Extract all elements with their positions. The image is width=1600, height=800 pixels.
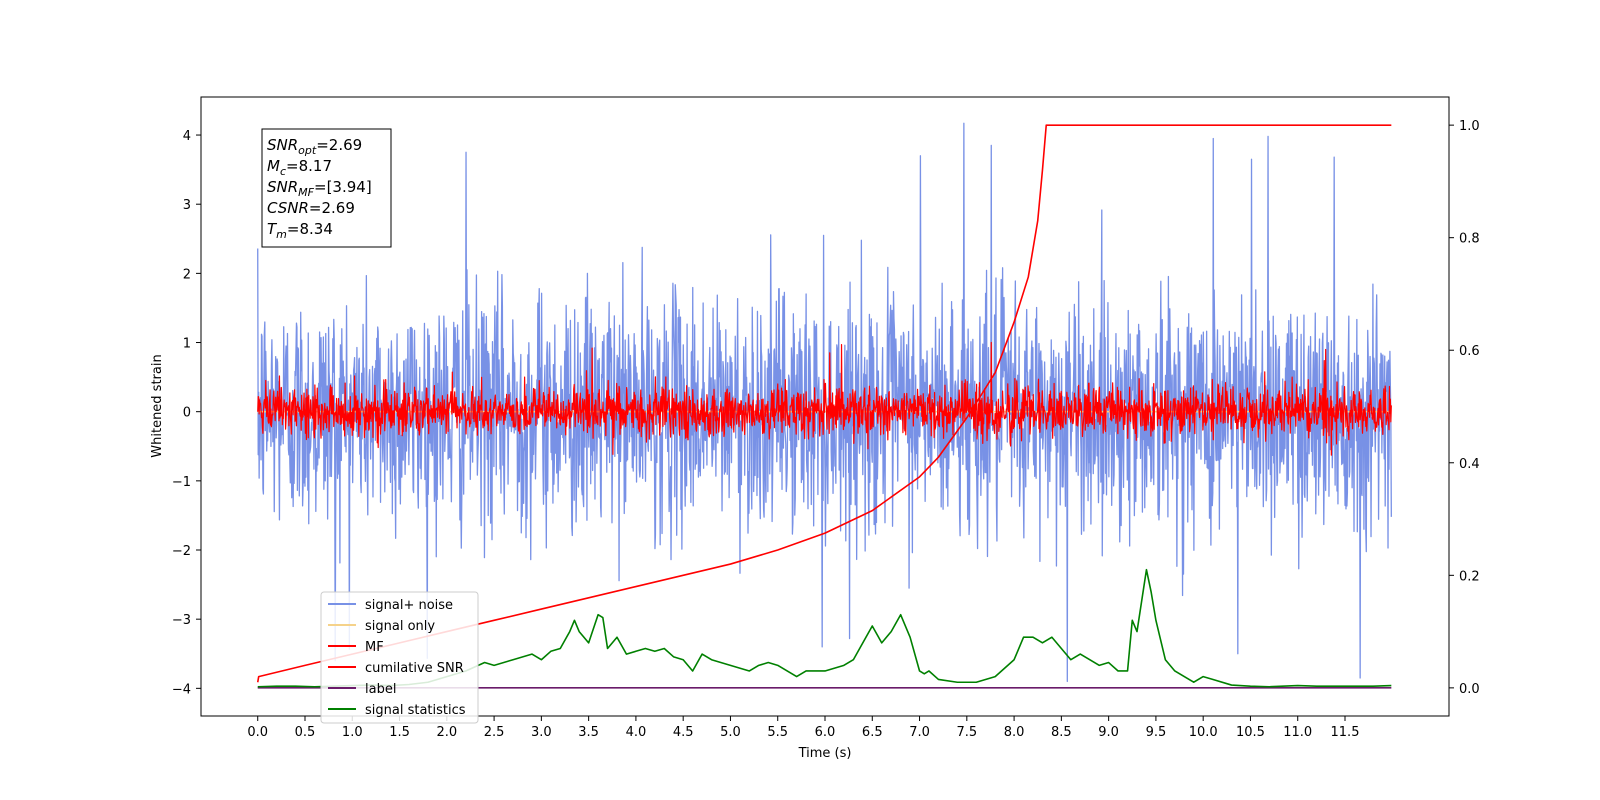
x-tick-label: 6.0: [815, 725, 836, 740]
x-tick-label: 3.5: [578, 725, 599, 740]
legend: signal+ noise signal only MF cumilative SNR…: [320, 591, 479, 724]
info-line: SNRMF=[3.94]: [267, 178, 372, 199]
legend-label-signal-statistics: signal statistics: [365, 703, 466, 718]
x-tick-label: 11.5: [1331, 725, 1360, 740]
x-tick-label: 2.0: [436, 725, 457, 740]
info-line: SNRopt=2.69: [267, 136, 362, 157]
x-axis-label: Time (s): [798, 746, 852, 761]
legend-frame: [320, 591, 479, 724]
x-tick-label: 4.5: [673, 725, 694, 740]
legend-label-mf: MF: [365, 640, 384, 655]
info-line: CSNR=2.69: [267, 199, 355, 217]
legend-label-cumilative-snr: cumilative SNR: [365, 661, 464, 676]
y-tick-label: −1: [172, 475, 191, 490]
x-tick-label: 10.5: [1236, 725, 1265, 740]
info-line: Tm=8.34: [267, 220, 333, 241]
x-tick-label: 0.5: [295, 725, 316, 740]
x-tick-label: 7.0: [909, 725, 930, 740]
x-tick-label: 8.5: [1051, 725, 1072, 740]
series-signal-statistics-line: [257, 568, 1392, 688]
x-tick-label: 9.0: [1098, 725, 1119, 740]
x-tick-label: 9.5: [1146, 725, 1167, 740]
y-axis-label: Whitened strain: [150, 354, 165, 457]
legend-label-signal-noise: signal+ noise: [365, 598, 453, 613]
x-tick-label: 1.0: [342, 725, 363, 740]
legend-label-signal-only: signal only: [365, 619, 435, 634]
x-tick-label: 4.0: [626, 725, 647, 740]
y-right-tick-label: 0.4: [1459, 457, 1480, 472]
x-tick-label: 7.5: [956, 725, 977, 740]
legend-label-label: label: [365, 682, 396, 697]
info-box-frame: [261, 128, 392, 248]
x-tick-label: 10.0: [1189, 725, 1218, 740]
x-tick-label: 5.0: [720, 725, 741, 740]
y-right-tick-label: 0.8: [1459, 232, 1480, 247]
y-tick-label: 2: [183, 267, 191, 282]
y-tick-label: 1: [183, 337, 191, 352]
x-tick-label: 3.0: [531, 725, 552, 740]
y-axis-left: −4 −3 −2 −1 0 1 2 3 4: [172, 129, 201, 697]
y-right-tick-label: 1.0: [1459, 119, 1480, 134]
info-line: Mc=8.17: [267, 157, 332, 178]
x-axis: 0.0 0.5 1.0 1.5 2.0 2.5 3.0 3.5 4.0 4.5 5.0 5.5 6.0 6…: [247, 716, 1359, 740]
series-mf-line: [257, 341, 1392, 456]
y-right-tick-label: 0.0: [1459, 682, 1480, 697]
y-tick-label: −2: [172, 544, 191, 559]
y-tick-label: −4: [172, 682, 191, 697]
x-tick-label: 0.0: [247, 725, 268, 740]
y-right-tick-label: 0.2: [1459, 569, 1480, 584]
x-tick-label: 8.0: [1004, 725, 1025, 740]
y-axis-right: 0.0 0.2 0.4 0.6 0.8 1.0: [1449, 119, 1480, 697]
y-tick-label: 4: [183, 129, 191, 144]
y-right-tick-label: 0.6: [1459, 344, 1480, 359]
x-tick-label: 2.5: [484, 725, 505, 740]
y-tick-label: 0: [183, 406, 191, 421]
x-tick-label: 11.0: [1283, 725, 1312, 740]
y-tick-label: 3: [183, 198, 191, 213]
x-tick-label: 6.5: [862, 725, 883, 740]
y-tick-label: −3: [172, 613, 191, 628]
x-tick-label: 5.5: [767, 725, 788, 740]
x-tick-label: 1.5: [389, 725, 410, 740]
